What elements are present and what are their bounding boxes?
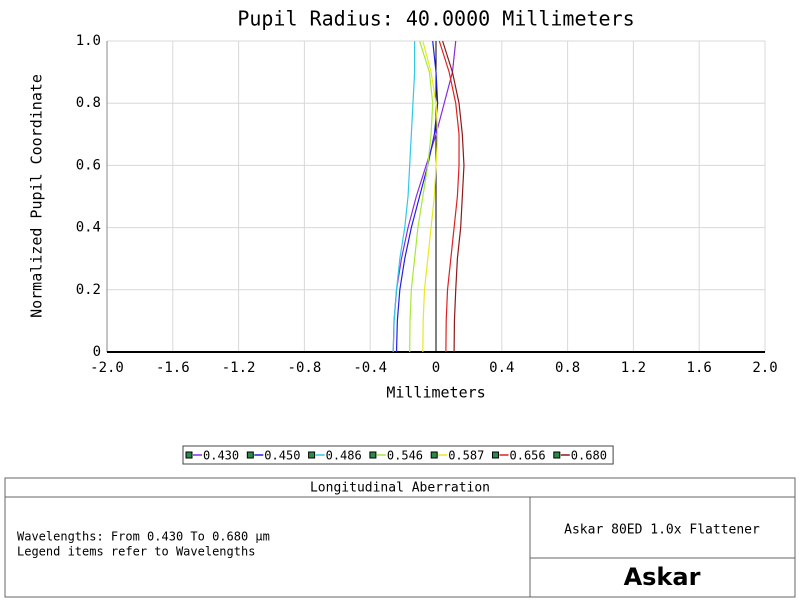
footer-frame: [4, 477, 796, 598]
y-tick-label: 0: [93, 344, 101, 360]
x-tick-label: 2.0: [752, 360, 777, 376]
system-name: Askar 80ED 1.0x Flattener: [564, 523, 760, 538]
legend-label: 0.450: [264, 449, 300, 463]
legend-marker: [492, 451, 499, 459]
x-tick-label: -0.8: [288, 360, 322, 376]
legend-label: 0.430: [203, 449, 239, 463]
aberration-curve: [409, 40, 434, 353]
aberration-curve: [442, 40, 465, 353]
legend-label: 0.656: [510, 449, 546, 463]
plot-name: Longitudinal Aberration: [310, 481, 490, 496]
x-tick-label: 1.6: [687, 360, 712, 376]
x-tick-label: -1.6: [156, 360, 190, 376]
x-tick-label: -2.0: [90, 360, 124, 376]
y-tick-label: 0.2: [76, 282, 101, 298]
logo: Askar: [624, 563, 701, 591]
legend-marker: [430, 451, 438, 459]
aberration-curve: [392, 41, 416, 353]
y-tick-label: 1.0: [76, 33, 101, 49]
legend-marker: [369, 451, 377, 459]
legend-marker: [185, 451, 193, 459]
y-tick-label: 0.4: [76, 220, 101, 236]
x-tick-label: 0.8: [555, 360, 580, 376]
legend-marker: [246, 451, 254, 459]
aberration-curve: [395, 40, 439, 353]
y-tick-label: 0.8: [76, 95, 101, 111]
x-tick-label: 0: [432, 360, 440, 376]
x-tick-label: -0.4: [353, 360, 387, 376]
y-axis-label: Normalized Pupil Coordinate: [28, 74, 46, 318]
note: Legend items refer to Wavelengths: [17, 545, 255, 559]
legend-label: 0.587: [448, 449, 484, 463]
x-axis-label: Millimeters: [386, 384, 485, 402]
x-tick-label: 0.4: [489, 360, 514, 376]
chart-title: Pupil Radius: 40.0000 Millimeters: [237, 7, 634, 31]
x-tick-label: -1.2: [222, 360, 256, 376]
note: Wavelengths: From 0.430 To 0.680 µm: [17, 530, 270, 544]
legend-box: [182, 445, 614, 465]
legend-label: 0.680: [571, 449, 607, 463]
x-tick-label: 1.2: [621, 360, 646, 376]
legend-marker: [308, 451, 316, 459]
legend-marker: [553, 451, 561, 459]
legend-label: 0.486: [326, 449, 362, 463]
legend-label: 0.546: [387, 449, 423, 463]
aberration-curve: [422, 40, 439, 353]
aberration-curve: [438, 40, 460, 353]
y-tick-label: 0.6: [76, 157, 101, 173]
